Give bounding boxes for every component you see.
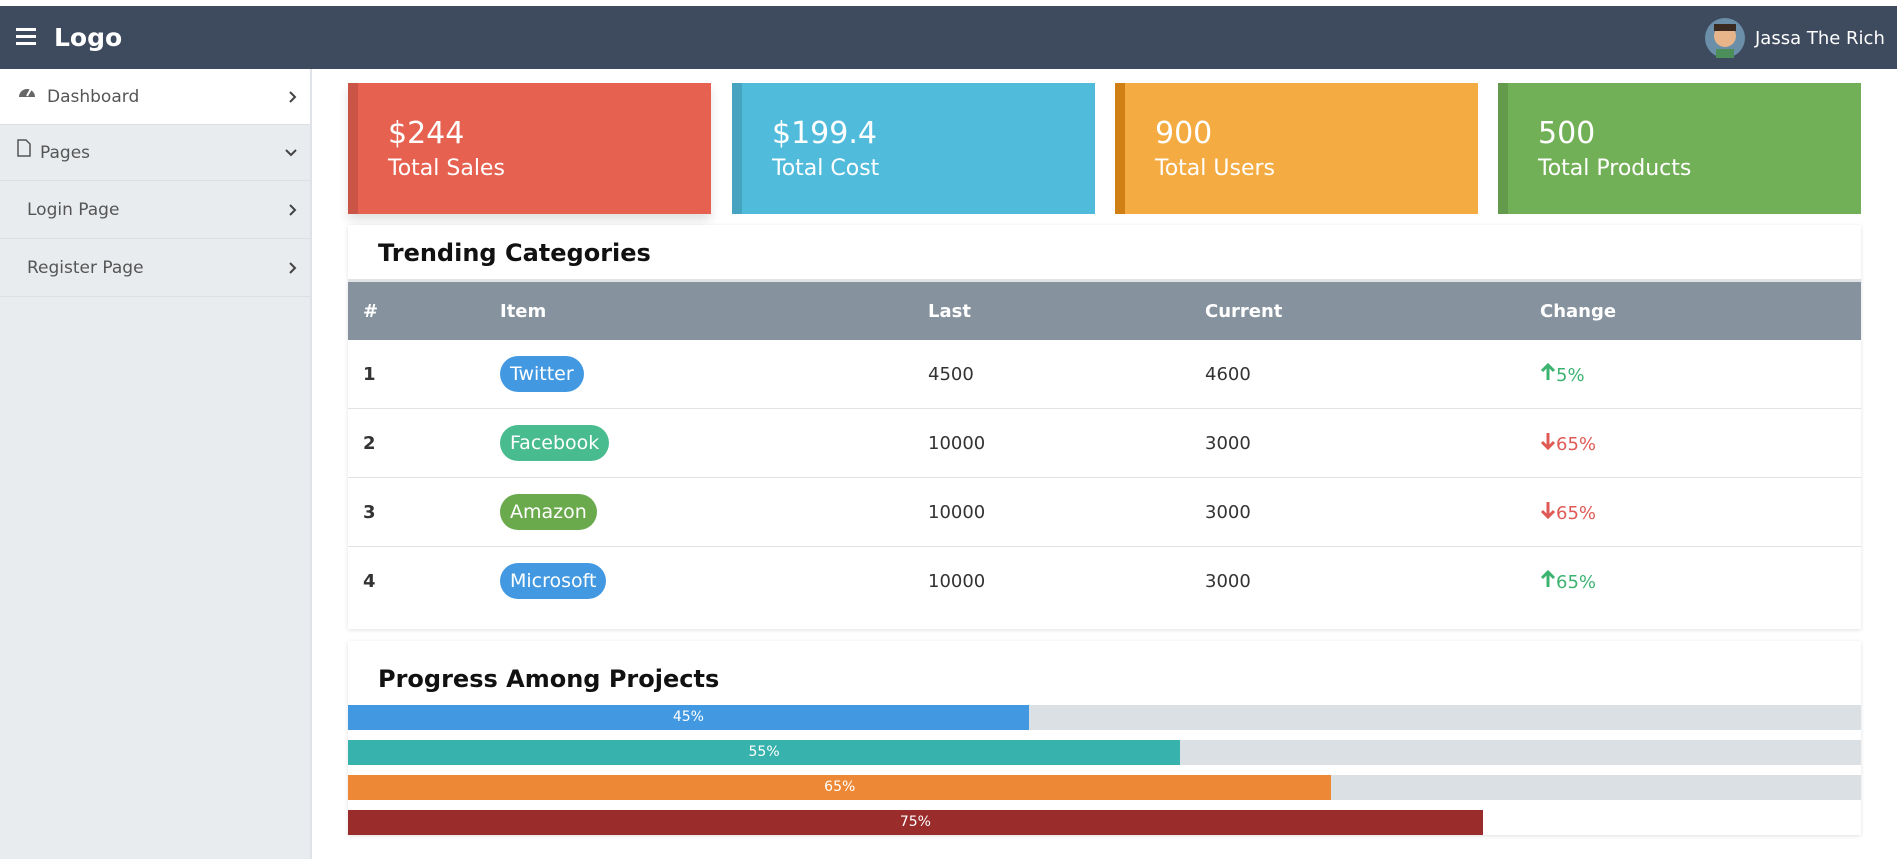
sidebar: Dashboard Pages Login Page Register Page <box>0 69 312 859</box>
progress-label: 75% <box>899 814 931 830</box>
chevron <box>289 203 297 216</box>
progress-bar <box>348 705 1029 730</box>
stat-label: Total Sales <box>388 156 505 181</box>
stat-card: $199.4 Total Cost <box>732 83 1095 214</box>
cell: 10000 <box>913 477 1190 547</box>
cell: 4600 <box>1190 340 1525 409</box>
header-row: # Item Last Current Change <box>348 279 1861 340</box>
cell: 3 <box>348 477 485 547</box>
change: 65% <box>1556 433 1597 455</box>
navbar: Logo Jassa The Rich <box>0 6 1897 69</box>
cell: 10000 <box>928 570 986 592</box>
stat-label: Total Products <box>1538 156 1692 181</box>
progress-label: 65% <box>824 779 856 795</box>
cell: Amazon <box>485 477 913 547</box>
progress-bar <box>348 810 1483 835</box>
cell: 10000 <box>913 408 1190 478</box>
panel-title: Trending Categories <box>378 239 651 267</box>
chevron <box>289 261 297 274</box>
progress-track: 45% <box>348 705 1861 730</box>
chevron <box>285 148 297 156</box>
cell: 65% <box>1525 477 1861 547</box>
user-name[interactable]: Jassa The Rich <box>1755 28 1885 49</box>
table: # Item Last Current Change 1 Twitter 450… <box>348 279 1861 615</box>
change: 5% <box>1556 364 1585 386</box>
change: 65% <box>1556 571 1597 593</box>
progress-label: 45% <box>672 709 704 725</box>
cell: 3000 <box>1190 477 1525 547</box>
cell: Twitter <box>485 340 913 409</box>
change: 65% <box>1556 502 1597 524</box>
header-cell: Item <box>485 279 913 340</box>
progress-bar <box>348 740 1181 765</box>
progress-track: 55% <box>348 740 1861 765</box>
cell: Facebook <box>485 408 913 478</box>
progress-label: 55% <box>748 744 780 760</box>
row: 1 Twitter 4500 4600 5% <box>348 340 1861 409</box>
cell: 3000 <box>1190 408 1525 478</box>
item-badge: Microsoft <box>500 563 607 599</box>
stat-value: $244 <box>388 116 465 151</box>
arrow-up <box>1540 569 1556 587</box>
stat-value: 500 <box>1538 116 1596 151</box>
header-cell: Current <box>1190 279 1525 340</box>
stat-card: 900 Total Users <box>1115 83 1478 214</box>
arrow-down <box>1540 432 1556 450</box>
stat-card: 500 Total Products <box>1498 83 1861 214</box>
nav-label: Register Page <box>27 257 144 278</box>
header-cell: Change <box>1525 279 1861 340</box>
dashboard-icon <box>19 88 35 97</box>
nav-item[interactable]: Pages <box>0 125 310 181</box>
panel-title: Progress Among Projects <box>378 665 720 693</box>
cell: 4 <box>363 570 376 592</box>
row: 3 Amazon 10000 3000 65% <box>348 477 1861 547</box>
nav-item[interactable]: Dashboard <box>0 69 310 125</box>
row: 4 Microsoft 10000 3000 65% <box>348 547 1861 616</box>
nav-label: Dashboard <box>47 86 140 107</box>
nav-label: Pages <box>40 142 91 163</box>
item-badge: Facebook <box>500 425 610 461</box>
stat-label: Total Users <box>1155 156 1275 181</box>
cell: 1 <box>348 340 485 409</box>
progress-track: 65% <box>348 775 1861 800</box>
progress-bar <box>348 775 1332 800</box>
progress-track: 75% <box>348 810 1861 835</box>
logo[interactable]: Logo <box>54 23 123 52</box>
stat-card: $244 Total Sales <box>348 83 711 214</box>
table-panel: Trending Categories # Item Last Current … <box>348 225 1861 629</box>
nav-label: Login Page <box>27 199 120 220</box>
nav-item[interactable]: Login Page <box>0 181 310 239</box>
stat-value: $199.4 <box>772 116 877 151</box>
header-cell: Last <box>913 279 1190 340</box>
cell: 65% <box>1525 547 1861 616</box>
item-badge: Twitter <box>500 356 584 392</box>
cell: 3000 <box>1205 570 1251 592</box>
arrow-down <box>1540 501 1556 519</box>
nav-item[interactable]: Register Page <box>0 239 310 297</box>
chevron <box>289 90 297 103</box>
row: 2 Facebook 10000 3000 65% <box>348 408 1861 478</box>
progress-panel: Progress Among Projects 45% 55% 65% 75% <box>348 641 1861 835</box>
header-cell: # <box>348 279 485 340</box>
cell: 65% <box>1525 408 1861 478</box>
stat-label: Total Cost <box>772 156 880 181</box>
menu-icon[interactable] <box>16 28 36 46</box>
stat-value: 900 <box>1155 116 1213 151</box>
cell: 5% <box>1525 340 1861 409</box>
arrow-up <box>1540 362 1556 380</box>
cell: 2 <box>348 408 485 478</box>
avatar[interactable] <box>1704 17 1746 59</box>
page-icon <box>17 139 31 157</box>
cell: Microsoft <box>485 547 913 616</box>
cell: 4500 <box>913 340 1190 409</box>
item-badge: Amazon <box>500 494 597 530</box>
